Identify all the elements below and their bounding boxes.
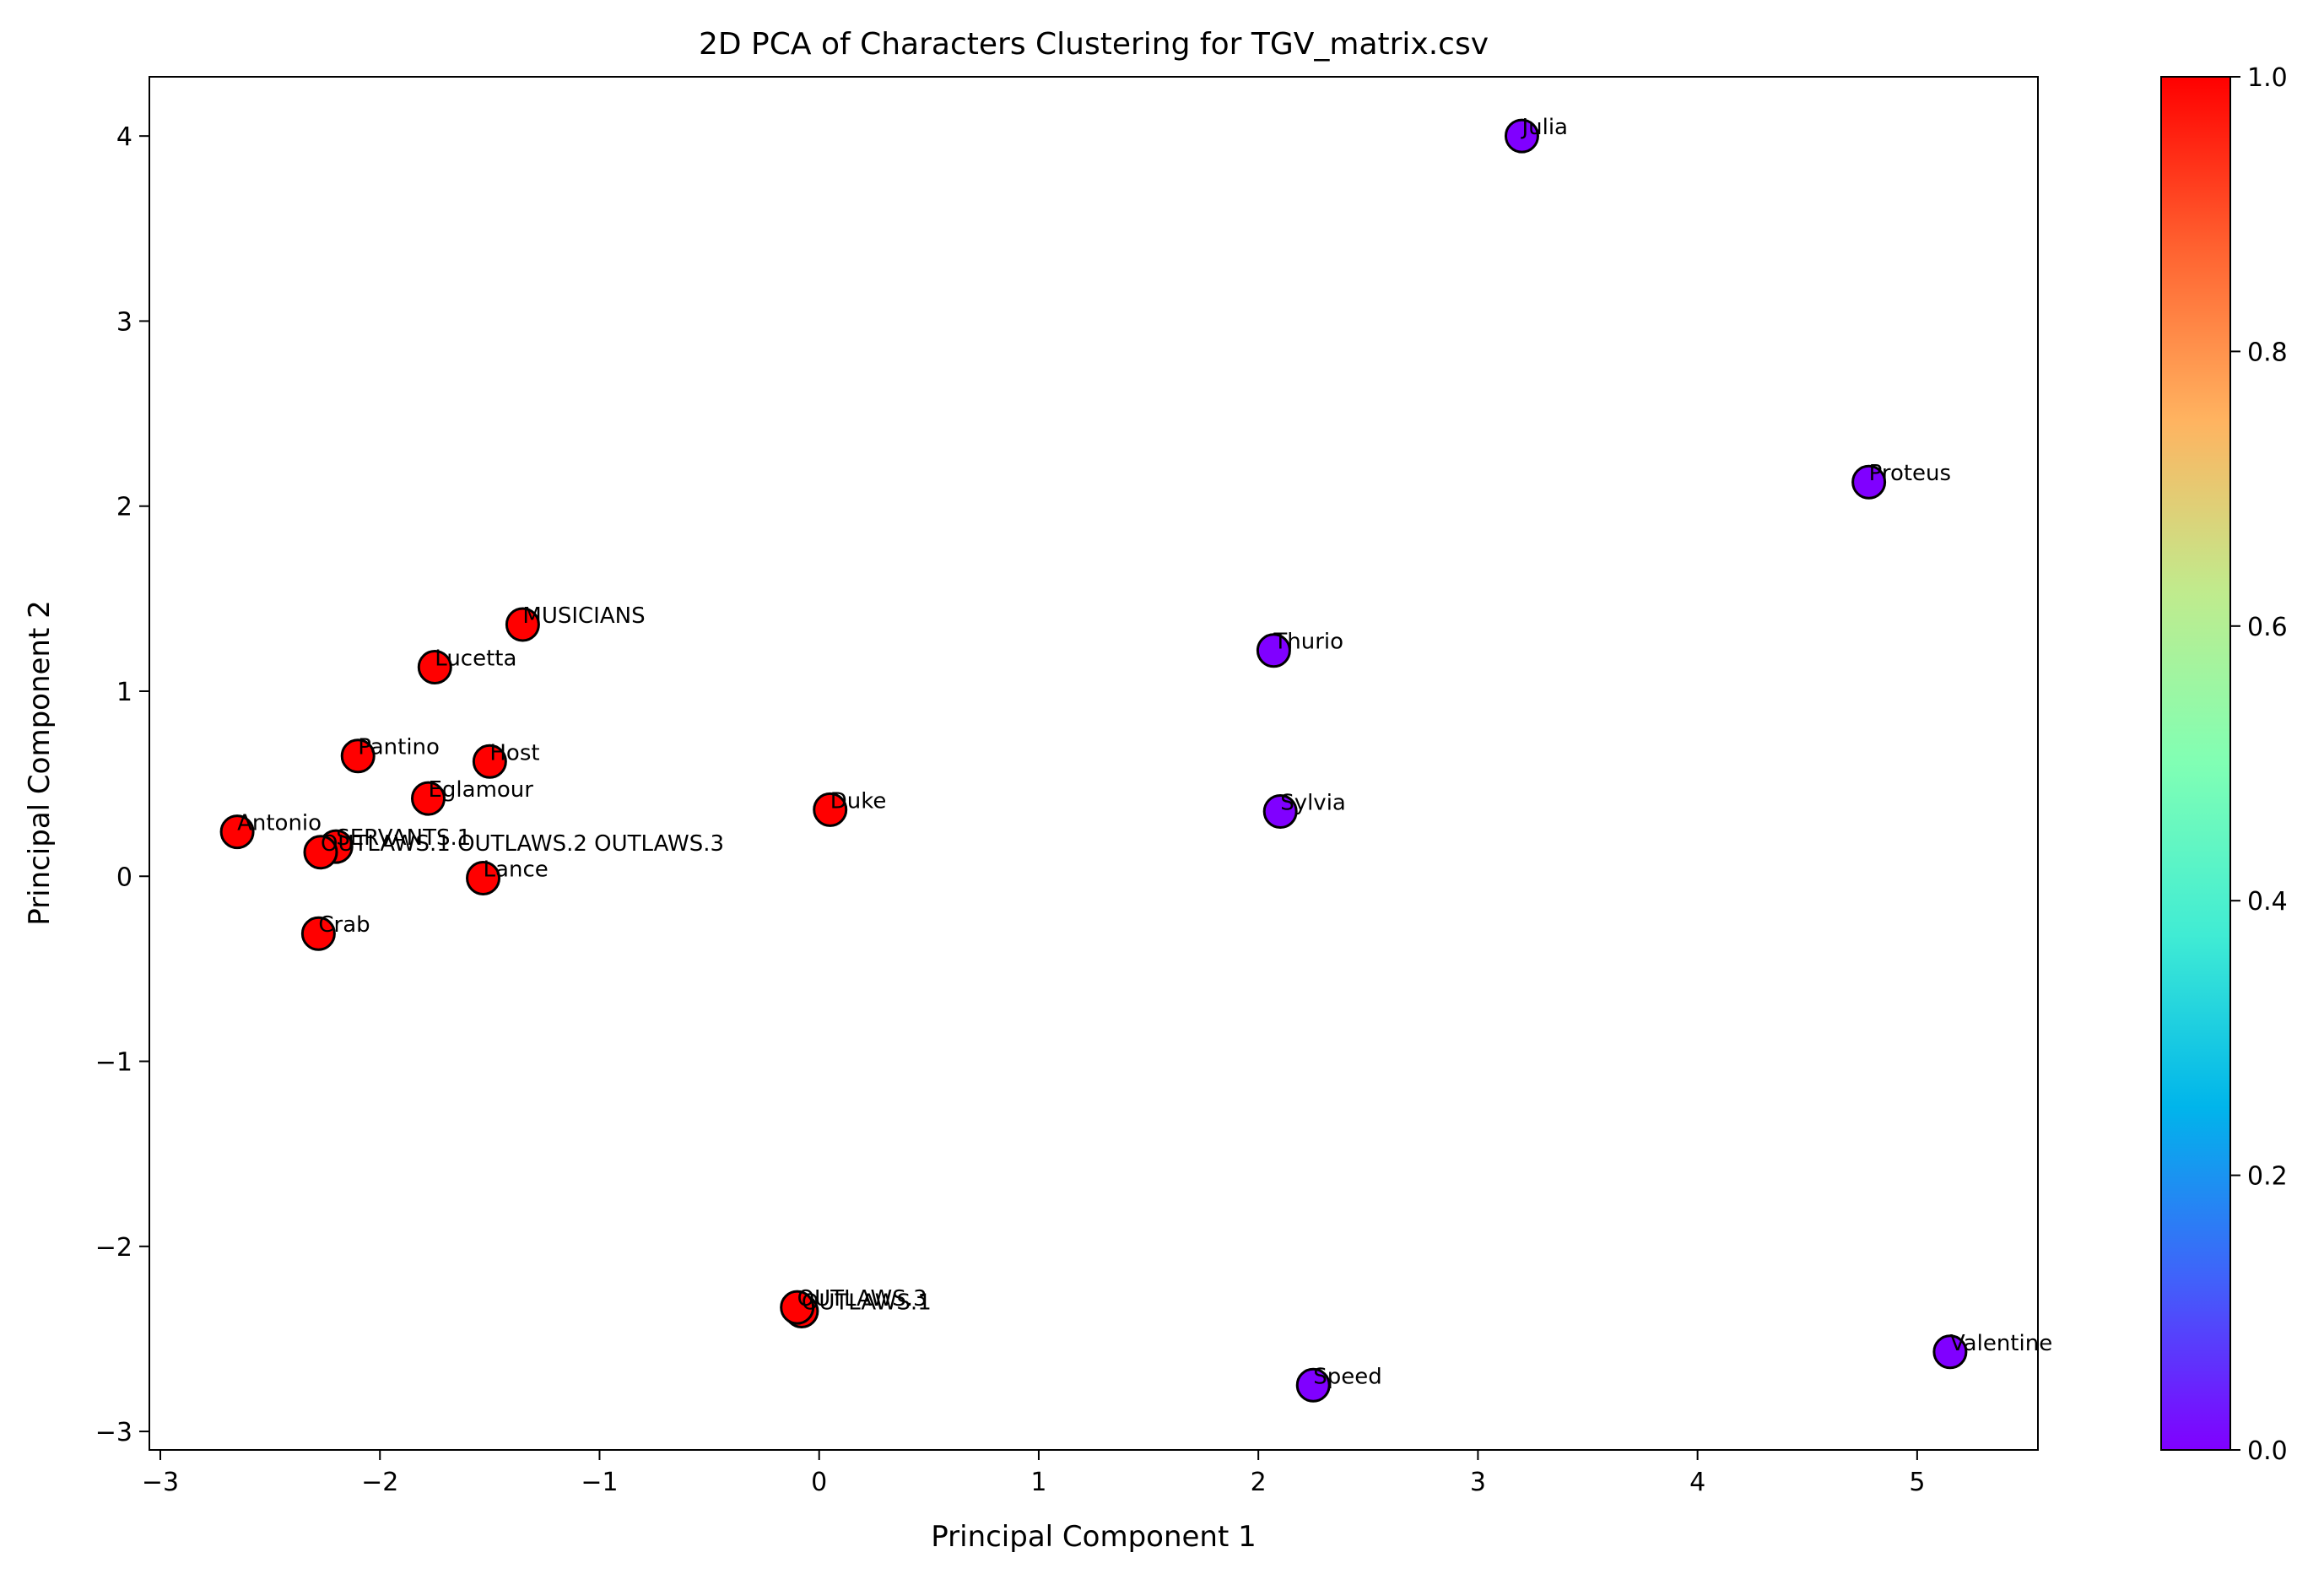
x-tick-label: 2 xyxy=(1251,1468,1267,1497)
point-label: OUTLAWS.3 xyxy=(797,1286,927,1312)
point-label: Julia xyxy=(1520,115,1568,140)
data-point xyxy=(417,649,452,684)
y-tick-label: −3 xyxy=(95,1418,132,1447)
point-label: Host xyxy=(489,740,539,765)
colorbar-ticks: 0.0 0.2 0.4 0.6 0.8 1.0 xyxy=(2230,63,2288,1466)
x-tick-label: 0 xyxy=(811,1468,827,1497)
y-tick-label: 2 xyxy=(116,493,132,522)
y-tick-label: −1 xyxy=(95,1048,132,1078)
data-point xyxy=(466,860,501,895)
data-point xyxy=(813,792,848,827)
colorbar-tick-label: 0.2 xyxy=(2247,1162,2288,1192)
data-point xyxy=(1504,118,1539,154)
x-tick-label: 5 xyxy=(1909,1468,1925,1497)
y-axis-ticks: −3 −2 −1 0 1 2 3 4 xyxy=(95,122,149,1447)
point-label: Antonio xyxy=(237,811,322,836)
points-layer xyxy=(219,118,1968,1403)
point-label: MUSICIANS xyxy=(522,603,645,629)
point-label: OUTLAWS.1 xyxy=(802,1290,932,1316)
data-point xyxy=(1851,464,1887,500)
data-point xyxy=(1262,794,1298,830)
point-label: SERVANTS.1 xyxy=(336,825,471,851)
plot-frame xyxy=(149,76,2039,1451)
point-label: Crab xyxy=(318,912,370,938)
data-point xyxy=(780,1290,815,1325)
point-label: Lance xyxy=(484,857,549,882)
point-labels-layer: Julia Proteus Thurio Sylvia Speed Valentine MU… xyxy=(237,115,2052,1389)
colorbar-tick-label: 0.4 xyxy=(2247,887,2288,917)
data-point xyxy=(472,744,507,779)
x-tick-label: −1 xyxy=(581,1468,618,1497)
point-label: OUTLAWS.1 OUTLAWS.2 OUTLAWS.3 xyxy=(321,831,724,857)
x-tick-label: 4 xyxy=(1689,1468,1705,1497)
y-tick-label: 1 xyxy=(116,678,132,707)
colorbar-gradient xyxy=(2160,76,2231,1451)
data-point xyxy=(300,916,336,951)
x-tick-label: 1 xyxy=(1030,1468,1046,1497)
colorbar-tick-label: 0.6 xyxy=(2247,613,2288,642)
x-tick-label: −2 xyxy=(361,1468,398,1497)
data-point xyxy=(340,738,376,774)
data-point xyxy=(303,835,338,870)
data-point xyxy=(410,781,446,816)
y-tick-label: −2 xyxy=(95,1233,132,1263)
y-axis-label: Principal Component 2 xyxy=(23,600,57,926)
x-axis-ticks: −3 −2 −1 0 1 2 3 4 5 xyxy=(142,1450,1925,1497)
x-tick-label: 3 xyxy=(1470,1468,1486,1497)
y-tick-label: 4 xyxy=(116,122,132,152)
chart-title: 2D PCA of Characters Clustering for TGV_… xyxy=(699,27,1489,62)
point-label: Eglamour xyxy=(428,777,533,803)
point-label: Thurio xyxy=(1273,630,1343,655)
point-label: Sylvia xyxy=(1280,791,1346,816)
data-point xyxy=(219,814,255,850)
colorbar: 0.0 0.2 0.4 0.6 0.8 1.0 xyxy=(2160,63,2288,1466)
y-tick-label: 0 xyxy=(116,863,132,892)
point-label: Valentine xyxy=(1950,1331,2052,1356)
colorbar-tick-label: 0.8 xyxy=(2247,338,2288,367)
colorbar-tick-label: 1.0 xyxy=(2247,63,2288,93)
colorbar-tick-label: 0.0 xyxy=(2247,1436,2288,1466)
point-label: Speed xyxy=(1313,1364,1382,1389)
point-label: Pantino xyxy=(358,735,440,760)
data-point xyxy=(1256,633,1291,668)
data-point xyxy=(1932,1334,1968,1370)
y-tick-label: 3 xyxy=(116,307,132,337)
data-point xyxy=(1295,1367,1331,1403)
point-label: Duke xyxy=(830,788,887,814)
data-point xyxy=(505,607,540,642)
x-axis-label: Principal Component 1 xyxy=(931,1520,1257,1554)
point-label: Proteus xyxy=(1869,461,1951,486)
x-tick-label: −3 xyxy=(142,1468,179,1497)
point-label: Lucetta xyxy=(435,646,516,671)
